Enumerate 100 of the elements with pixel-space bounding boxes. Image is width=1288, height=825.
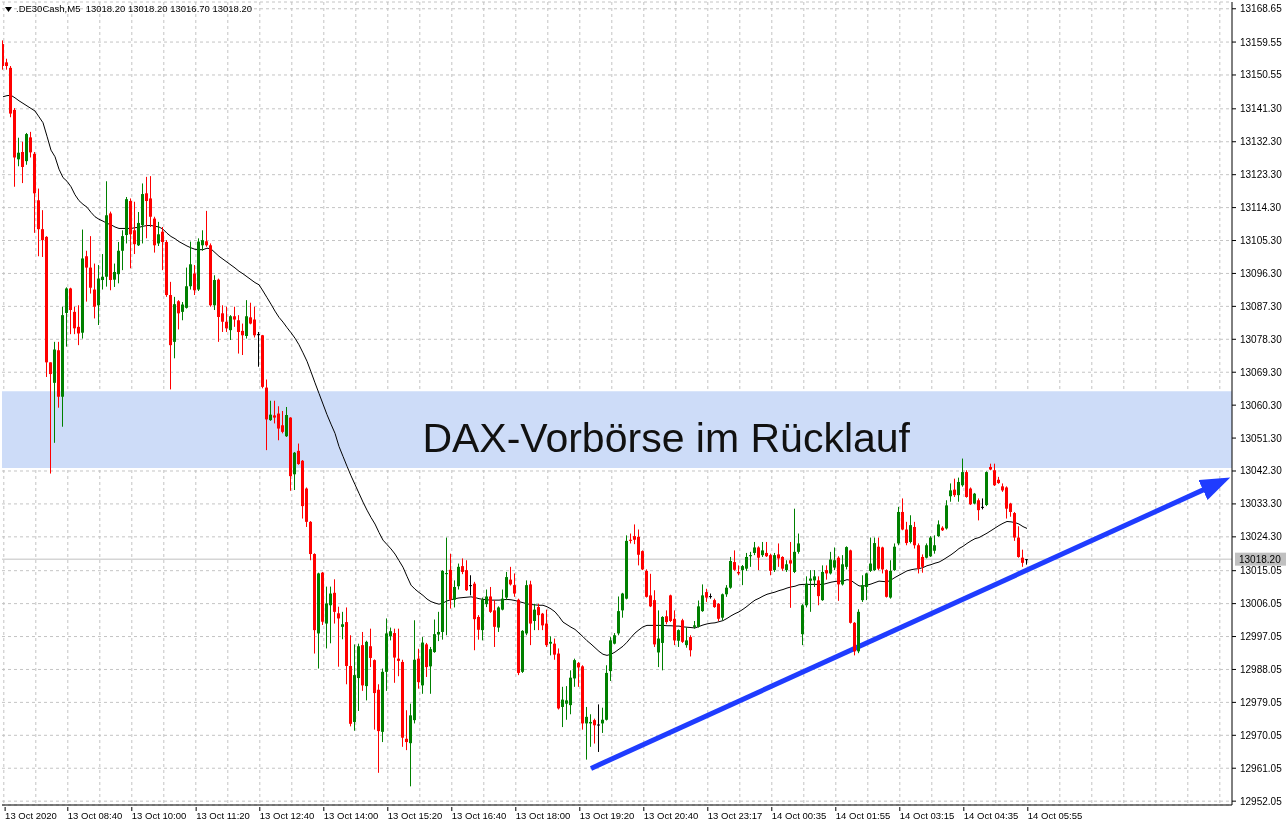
y-tick-label: 13114.30 — [1240, 202, 1282, 214]
candlestick — [1025, 558, 1028, 566]
candlestick — [77, 304, 80, 346]
x-tick-label: 13 Oct 11:20 — [196, 810, 250, 821]
x-tick-label: 13 Oct 10:00 — [131, 810, 187, 821]
x-tick-label: 13 Oct 08:40 — [67, 810, 123, 821]
candlestick — [69, 287, 72, 335]
candlestick — [689, 634, 692, 657]
y-tick-label: 12952.05 — [1240, 795, 1283, 807]
candlestick — [1017, 525, 1020, 559]
y-tick-label: 12970.05 — [1240, 729, 1283, 741]
candlestick — [121, 229, 124, 271]
x-tick-label: 13 Oct 23:17 — [707, 810, 763, 821]
candlestick — [977, 497, 980, 521]
candlestick — [545, 609, 548, 648]
candlestick — [513, 572, 516, 598]
ref-line-label: 13018.20 — [1239, 553, 1282, 565]
candlestick — [909, 514, 912, 544]
candlestick — [157, 221, 160, 247]
candlestick — [685, 627, 688, 649]
candlestick — [749, 551, 752, 568]
candlestick — [233, 306, 236, 328]
candlestick — [933, 534, 936, 555]
candlestick — [617, 595, 620, 636]
candlestick — [205, 210, 208, 248]
candlestick — [769, 553, 772, 576]
candlestick — [29, 131, 32, 158]
candlestick — [993, 463, 996, 487]
candlestick — [657, 609, 660, 668]
candlestick — [453, 579, 456, 608]
candlestick — [2, 39, 4, 71]
candlestick — [561, 686, 564, 728]
candlestick — [777, 542, 780, 568]
candlestick — [869, 537, 872, 573]
y-tick-label: 13051.30 — [1240, 432, 1283, 444]
candlestick — [981, 497, 984, 510]
candlestick — [177, 299, 180, 330]
candlestick — [913, 521, 916, 550]
x-tick-label: 14 Oct 01:55 — [835, 810, 891, 821]
y-tick-label: 13024.30 — [1240, 531, 1283, 543]
y-tick-label: 13123.30 — [1240, 169, 1283, 181]
x-tick-label: 13 Oct 14:00 — [323, 810, 379, 821]
y-tick-label: 13141.30 — [1240, 103, 1283, 115]
y-tick-label: 13159.55 — [1240, 36, 1283, 48]
candlestick — [573, 658, 576, 688]
candlestick — [881, 546, 884, 574]
candlestick — [829, 551, 832, 576]
x-tick-label: 14 Oct 05:55 — [1027, 810, 1083, 821]
candlestick — [193, 264, 196, 296]
candlestick — [793, 508, 796, 574]
candlestick — [877, 537, 880, 571]
y-tick-label: 13006.05 — [1240, 598, 1283, 610]
candlestick — [185, 267, 188, 310]
candlestick — [253, 306, 256, 338]
x-tick-label: 14 Oct 04:35 — [963, 810, 1019, 821]
candlestick — [93, 263, 96, 319]
candlestick — [285, 406, 288, 438]
candlestick — [681, 618, 684, 644]
candlestick — [241, 323, 244, 356]
candlestick — [369, 628, 372, 668]
candlestick — [901, 497, 904, 531]
candlestick — [949, 482, 952, 503]
candlestick — [405, 709, 408, 751]
candlestick — [549, 635, 552, 656]
candlestick — [281, 410, 284, 434]
candlestick — [861, 574, 864, 603]
chart-title: .DE30Cash,M5 13018.20 13018.20 13016.70 13018.20 — [16, 3, 253, 15]
candlestick — [49, 361, 52, 475]
line-series — [2, 94, 1028, 656]
candlestick — [721, 593, 724, 621]
candlestick — [953, 478, 956, 498]
y-tick-label: 13105.30 — [1240, 235, 1283, 247]
candlestick — [757, 545, 760, 571]
x-tick-label: 14 Oct 00:35 — [771, 810, 827, 821]
candlestick — [533, 603, 536, 631]
candlestick — [425, 642, 428, 678]
candlestick — [245, 299, 248, 340]
candlestick — [805, 575, 808, 608]
candlestick — [445, 537, 448, 636]
candlestick — [17, 137, 20, 167]
candlestick — [341, 611, 344, 640]
candlestick — [817, 575, 820, 606]
candlestick — [833, 546, 836, 571]
candlestick — [133, 201, 136, 255]
candlestick — [505, 571, 508, 601]
candlestick — [89, 235, 92, 295]
candlestick — [585, 706, 588, 761]
band-label: DAX-Vorbörse im Rücklauf — [422, 414, 911, 461]
y-tick-label: 12961.05 — [1240, 762, 1283, 774]
candlestick — [537, 603, 540, 631]
candlestick — [269, 400, 272, 422]
candlestick — [145, 176, 148, 239]
candlestick — [21, 141, 24, 184]
candlestick — [637, 529, 640, 566]
x-tick-label: 13 Oct 18:00 — [515, 810, 571, 821]
candlestick — [85, 250, 88, 303]
y-tick-label: 12997.05 — [1240, 631, 1283, 643]
candlestick — [417, 648, 420, 690]
y-tick-label: 13132.30 — [1240, 136, 1283, 148]
candlestick — [457, 563, 460, 591]
